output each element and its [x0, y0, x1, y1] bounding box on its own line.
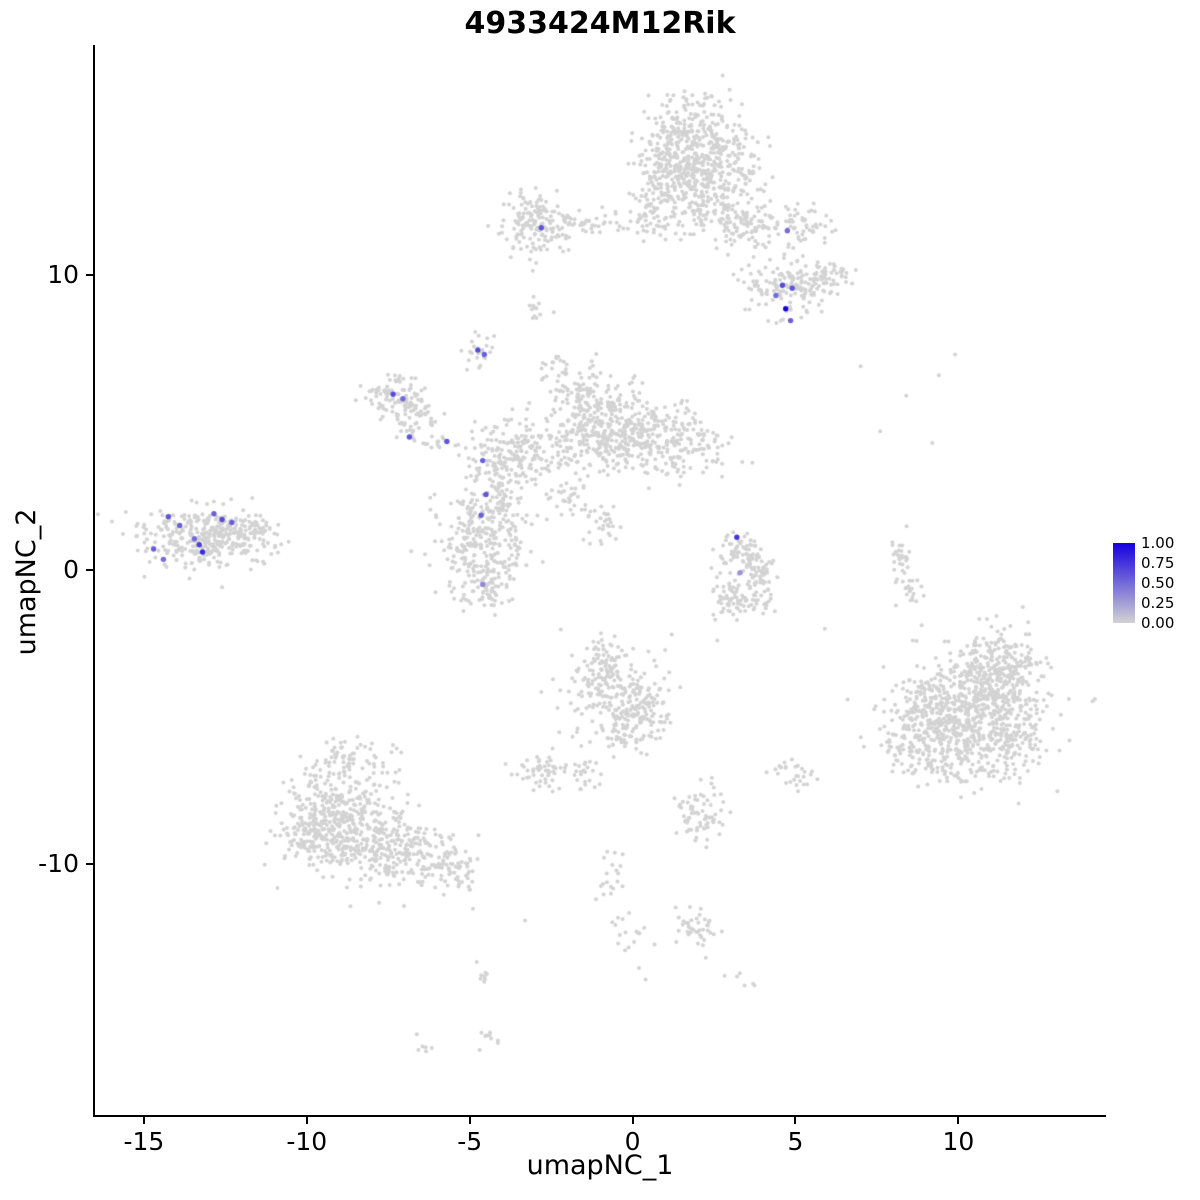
y-tick-label: -10 [38, 849, 79, 879]
x-axis-label: umapNC_1 [526, 1150, 674, 1181]
y-tick-mark [86, 273, 95, 276]
plot-title: 4933424M12Rik [464, 6, 736, 41]
y-tick-mark [86, 863, 95, 866]
y-axis-label: umapNC_2 [11, 508, 42, 656]
y-tick-label: 10 [47, 259, 79, 289]
x-tick-mark [794, 1115, 797, 1124]
colorbar-gradient [1113, 543, 1135, 623]
colorbar-tick-label: 0.75 [1141, 554, 1175, 572]
x-tick-label: 5 [787, 1127, 804, 1156]
x-tick-mark [468, 1115, 471, 1124]
colorbar-tick-label: 1.00 [1141, 534, 1175, 552]
x-axis-line [93, 1115, 1106, 1117]
colorbar-tick-label: 0.50 [1141, 574, 1175, 592]
y-axis-line [93, 45, 95, 1117]
x-tick-label: 0 [624, 1127, 641, 1156]
x-tick-mark [305, 1115, 308, 1124]
x-tick-mark [142, 1115, 145, 1124]
x-tick-mark [957, 1115, 960, 1124]
colorbar-tick-label: 0.25 [1141, 594, 1175, 612]
x-tick-label: -10 [286, 1127, 328, 1156]
colorbar-tick-label: 0.00 [1141, 614, 1175, 632]
y-tick-mark [86, 568, 95, 571]
y-tick-label: 0 [63, 554, 79, 584]
x-tick-label: -5 [457, 1127, 483, 1156]
x-tick-mark [631, 1115, 634, 1124]
x-tick-label: 10 [942, 1127, 975, 1156]
x-tick-label: -15 [123, 1127, 165, 1156]
